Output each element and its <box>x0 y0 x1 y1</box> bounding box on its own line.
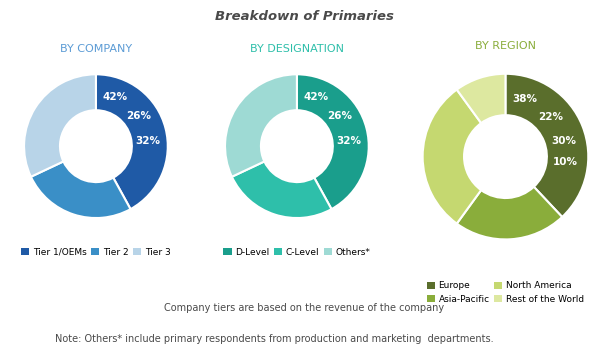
Wedge shape <box>457 74 505 123</box>
Wedge shape <box>31 161 130 218</box>
Text: Note: Others* include primary respondents from production and marketing  departm: Note: Others* include primary respondent… <box>55 334 493 344</box>
Wedge shape <box>232 161 331 218</box>
Wedge shape <box>457 187 562 239</box>
Wedge shape <box>96 74 167 209</box>
Text: Breakdown of Primaries: Breakdown of Primaries <box>215 10 394 23</box>
Title: BY REGION: BY REGION <box>475 41 536 51</box>
Wedge shape <box>423 89 481 224</box>
Text: 26%: 26% <box>127 111 152 121</box>
Wedge shape <box>24 74 96 177</box>
Text: 42%: 42% <box>102 92 127 102</box>
Text: 42%: 42% <box>303 92 328 102</box>
Title: BY COMPANY: BY COMPANY <box>60 44 132 54</box>
Text: 26%: 26% <box>328 111 353 121</box>
Wedge shape <box>505 74 588 217</box>
Title: BY DESIGNATION: BY DESIGNATION <box>250 44 344 54</box>
Legend: D-Level, C-Level, Others*: D-Level, C-Level, Others* <box>224 248 370 257</box>
Text: 38%: 38% <box>513 94 538 104</box>
Wedge shape <box>225 74 297 177</box>
Wedge shape <box>297 74 368 209</box>
Text: 32%: 32% <box>337 136 362 146</box>
Text: 22%: 22% <box>538 112 563 122</box>
Legend: Europe, Asia-Pacific, North America, Rest of the World: Europe, Asia-Pacific, North America, Res… <box>427 281 584 304</box>
Text: Company tiers are based on the revenue of the company: Company tiers are based on the revenue o… <box>164 303 445 313</box>
Legend: Tier 1/OEMs, Tier 2, Tier 3: Tier 1/OEMs, Tier 2, Tier 3 <box>21 248 171 257</box>
Text: 10%: 10% <box>553 157 578 167</box>
Text: 32%: 32% <box>136 136 161 146</box>
Text: 30%: 30% <box>551 136 576 146</box>
